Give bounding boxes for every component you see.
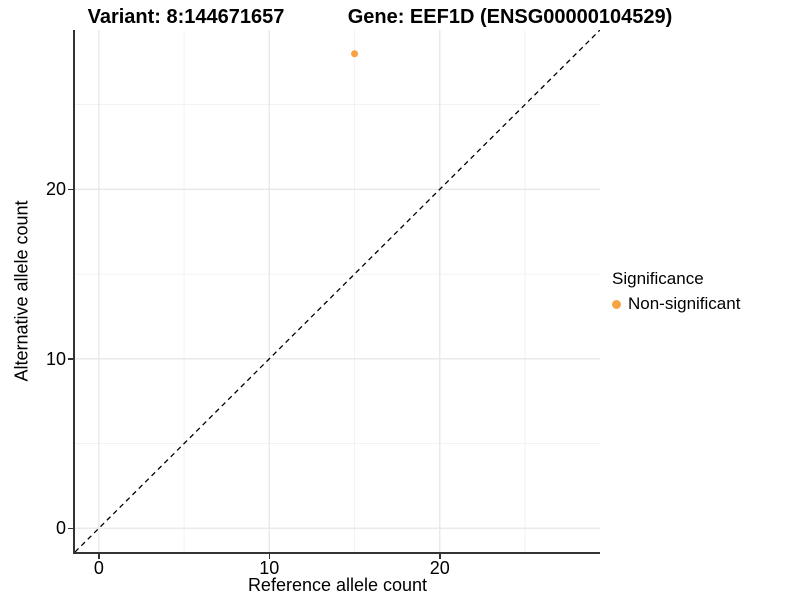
legend-item: Non-significant	[612, 294, 740, 314]
legend: Significance Non-significant	[612, 269, 740, 314]
identity-line	[75, 30, 600, 552]
y-tick-label: 20	[45, 179, 66, 200]
y-tick-mark	[68, 188, 73, 191]
x-tick-mark	[268, 554, 271, 559]
x-tick-mark	[98, 554, 100, 559]
x-axis-label: Reference allele count	[247, 575, 428, 595]
variant-title: Variant: 8:144671657	[87, 6, 285, 28]
y-axis-line	[73, 30, 75, 554]
plot-panel	[75, 30, 600, 552]
x-axis-line	[73, 552, 600, 554]
data-point	[351, 50, 359, 58]
x-tick-label: 0	[93, 558, 104, 578]
y-tick-label: 10	[45, 348, 66, 369]
legend-point-swatch-icon	[612, 299, 621, 309]
x-tick-label: 20	[429, 558, 450, 578]
x-tick-mark	[439, 554, 441, 559]
gene-title: Gene: EEF1D (ENSG00000104529)	[347, 6, 673, 28]
legend-title: Significance	[612, 269, 704, 288]
plot-canvas	[75, 30, 600, 552]
y-tick-label: 0	[55, 518, 66, 539]
y-tick-mark	[68, 527, 73, 530]
x-tick-label: 10	[259, 558, 280, 578]
legend-item-label: Non-significant	[628, 294, 741, 313]
y-tick-mark	[68, 358, 73, 360]
